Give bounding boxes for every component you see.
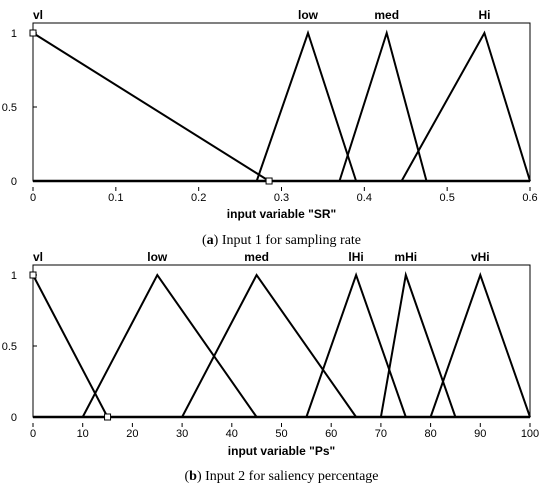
- series-label: low: [298, 8, 319, 22]
- x-tick-label: 0: [30, 192, 36, 204]
- x-tick-label: 0.5: [440, 192, 455, 204]
- series-label: Hi: [478, 8, 490, 22]
- x-tick-label: 20: [126, 428, 138, 440]
- x-axis-label: input variable "Ps": [228, 444, 335, 458]
- x-tick-label: 0.3: [274, 192, 289, 204]
- chart-panel-a: 0 0.1 0.2 0.3 0.4 0.5 0.6 0 0.5 1 vl low med Hi input …: [2, 8, 538, 248]
- x-tick-label: 90: [474, 428, 486, 440]
- series-line-med: [181, 273, 357, 418]
- x-tick-label: 50: [275, 428, 287, 440]
- y-tick-label: 0.5: [2, 341, 17, 353]
- y-tick-label: 0: [11, 412, 17, 424]
- x-axis-label: input variable "SR": [227, 207, 336, 221]
- point-handle: [265, 177, 273, 185]
- x-tick-label: 0.6: [522, 192, 537, 204]
- series-label: vHi: [471, 250, 490, 264]
- series-line-vl: [32, 274, 109, 418]
- panel-caption: (a) Input 1 for sampling rate: [202, 233, 361, 248]
- series-label: med: [374, 8, 399, 22]
- series-label: vl: [33, 250, 43, 264]
- x-tick-label: 40: [226, 428, 238, 440]
- series-line-vHi: [429, 271, 531, 418]
- y-tick-label: 0.5: [2, 102, 17, 114]
- x-tick-label: 70: [375, 428, 387, 440]
- x-tick-label: 0.4: [357, 192, 372, 204]
- series-line-lHi: [305, 271, 407, 418]
- point-handle: [104, 413, 112, 421]
- plot-frame: [32, 22, 531, 182]
- series-label: vl: [33, 8, 43, 22]
- y-tick-label: 0: [11, 176, 17, 188]
- x-tick-label: 10: [77, 428, 89, 440]
- x-tick-label: 0.2: [191, 192, 206, 204]
- point-handle: [29, 29, 37, 37]
- series-label: mHi: [394, 250, 417, 264]
- series-line-low: [255, 29, 358, 182]
- series-line-mHi: [379, 271, 457, 418]
- x-tick-label: 0: [30, 428, 36, 440]
- x-tick-label: 100: [521, 428, 539, 440]
- plot-frame: [32, 264, 531, 418]
- series-label: low: [147, 250, 168, 264]
- x-tick-label: 0.1: [108, 192, 123, 204]
- chart-panel-b: 0 10 20 30 40 50 60 70 80 90 100 0 0.5 1 vl low med lHi mH…: [2, 250, 539, 484]
- series-line-med: [338, 29, 428, 182]
- y-tick-label: 1: [11, 270, 17, 282]
- x-tick-label: 30: [176, 428, 188, 440]
- y-tick-label: 1: [11, 28, 17, 40]
- point-handle: [29, 271, 37, 279]
- series-line-low: [81, 273, 258, 418]
- series-label: lHi: [348, 250, 363, 264]
- series-label: med: [244, 250, 269, 264]
- x-tick-label: 80: [424, 428, 436, 440]
- series-line-vl: [32, 32, 270, 182]
- series-line-Hi: [400, 30, 531, 182]
- panel-caption: (b) Input 2 for saliency percentage: [185, 469, 379, 484]
- x-tick-label: 60: [325, 428, 337, 440]
